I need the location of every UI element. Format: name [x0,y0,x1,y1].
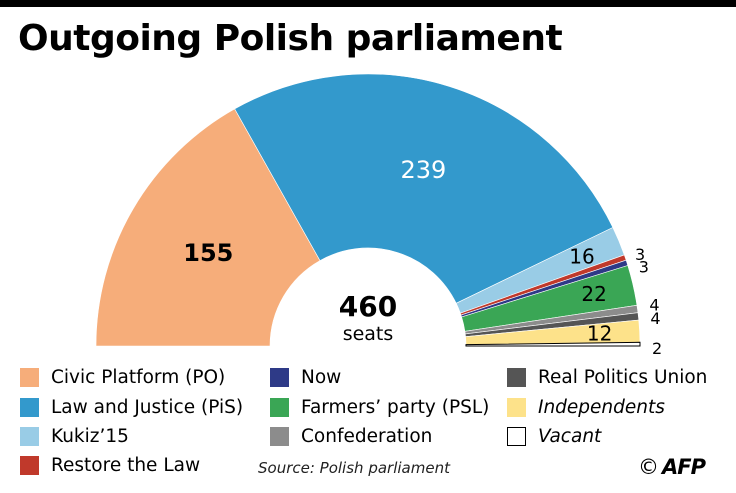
seat-value-label: 16 [569,244,594,268]
seat-segment [234,73,614,304]
seat-segment [95,108,321,347]
seat-value-label: 239 [400,156,446,184]
top-rule [0,0,736,7]
source-note: Source: Polish parliament [258,459,450,477]
seat-value-label: 155 [183,239,233,267]
seat-value-label: 4 [649,295,659,314]
seat-value-label: 3 [635,245,645,264]
chart-title: Outgoing Polish parliament [18,18,563,59]
total-seats-value: 460 [339,290,397,323]
seat-value-label: 3 [639,258,649,277]
seat-value-label: 4 [650,309,660,328]
copyright-symbol: © [638,455,659,479]
seat-value-label: 22 [581,282,606,306]
total-seats-unit: seats [343,323,394,345]
credit: © AFP [638,455,706,479]
seat-value-label: 12 [587,321,612,345]
seat-segment [465,341,641,347]
afp-logo: AFP [662,455,706,479]
seat-value-label: 2 [652,339,662,358]
